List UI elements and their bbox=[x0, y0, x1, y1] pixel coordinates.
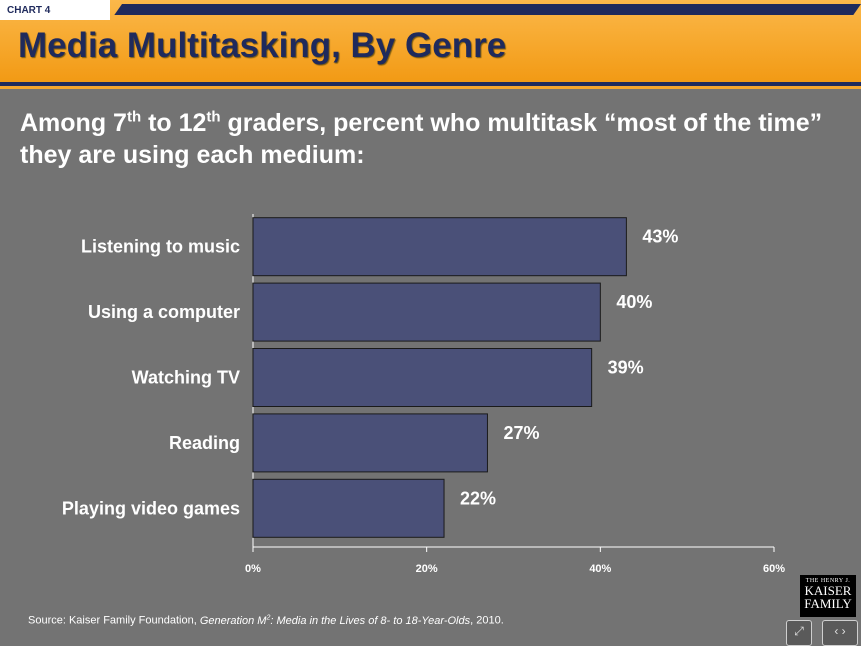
category-label: Listening to music bbox=[81, 237, 240, 257]
x-tick-label: 20% bbox=[416, 563, 438, 575]
prev-next-icon[interactable]: ‹ › bbox=[822, 620, 858, 646]
header-banner: CHART 4 Media Multitasking, By Genre bbox=[0, 0, 861, 82]
category-label: Watching TV bbox=[132, 368, 240, 388]
bar bbox=[252, 478, 445, 538]
header-divider-accent bbox=[0, 86, 861, 89]
category-label: Reading bbox=[169, 433, 240, 453]
header-white-tab bbox=[0, 0, 110, 20]
value-label: 43% bbox=[642, 227, 678, 247]
category-label: Playing video games bbox=[62, 498, 240, 518]
kaiser-family-logo: THE HENRY J. KAISER FAMILY bbox=[800, 575, 856, 617]
page-title: Media Multitasking, By Genre bbox=[18, 26, 507, 65]
x-tick-label: 60% bbox=[763, 563, 785, 575]
chart-number-label: CHART 4 bbox=[7, 5, 51, 16]
bar bbox=[252, 413, 488, 473]
expand-icon[interactable]: ⤢ bbox=[786, 620, 812, 646]
bar bbox=[252, 348, 593, 407]
value-label: 39% bbox=[608, 358, 644, 378]
value-label: 40% bbox=[616, 292, 652, 312]
value-label: 27% bbox=[503, 423, 539, 443]
header-divider bbox=[0, 82, 861, 86]
x-tick-label: 40% bbox=[589, 563, 611, 575]
x-tick-label: 0% bbox=[245, 563, 261, 575]
chart-subtitle: Among 7th to 12th graders, percent who m… bbox=[20, 108, 823, 169]
source-citation: Source: Kaiser Family Foundation, Genera… bbox=[28, 614, 504, 627]
bar bbox=[252, 217, 627, 277]
bar bbox=[252, 282, 601, 342]
category-label: Using a computer bbox=[88, 302, 240, 322]
value-label: 22% bbox=[460, 488, 496, 508]
